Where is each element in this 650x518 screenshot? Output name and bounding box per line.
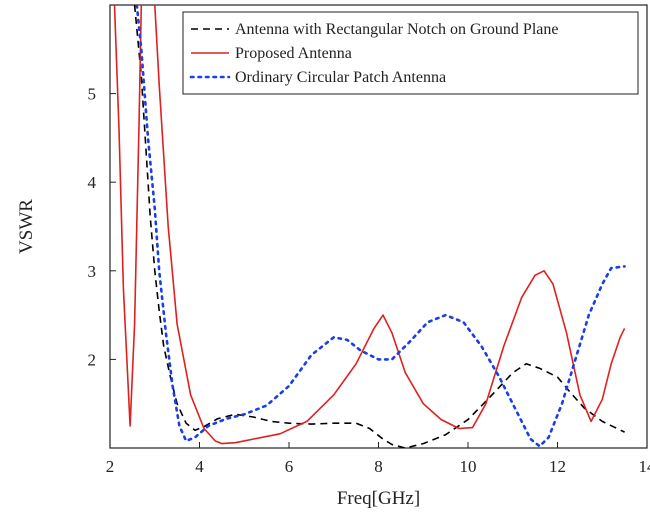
x-tick-label: 12: [549, 457, 566, 476]
series-line-2: [113, 5, 626, 445]
x-tick-label: 10: [460, 457, 477, 476]
series-line-1: [133, 5, 625, 448]
x-tick-label: 4: [195, 457, 204, 476]
legend-label-3: Ordinary Circular Patch Antenna: [235, 69, 446, 86]
legend-box: [182, 11, 639, 95]
axis-ticks: 2 4 6 8 10 12 14 2 3 4 5: [88, 85, 650, 476]
y-tick-label: 2: [88, 350, 97, 369]
x-axis-label: Freq[GHz]: [337, 488, 420, 509]
x-tick-label: 2: [106, 457, 115, 476]
y-tick-label: 3: [88, 262, 97, 281]
x-tick-label: 6: [285, 457, 294, 476]
legend-label-2: Proposed Antenna: [235, 45, 352, 62]
x-tick-label: 14: [639, 457, 650, 476]
y-axis-label: VSWR: [16, 199, 37, 254]
legend-label-1: Antenna with Rectangular Notch on Ground…: [235, 21, 558, 38]
x-tick-label: 8: [374, 457, 383, 476]
y-tick-label: 5: [88, 85, 97, 104]
series-line-3: [135, 5, 626, 448]
legend: Antenna with Rectangular Notch on Ground…: [182, 11, 639, 95]
y-tick-label: 4: [88, 173, 97, 192]
